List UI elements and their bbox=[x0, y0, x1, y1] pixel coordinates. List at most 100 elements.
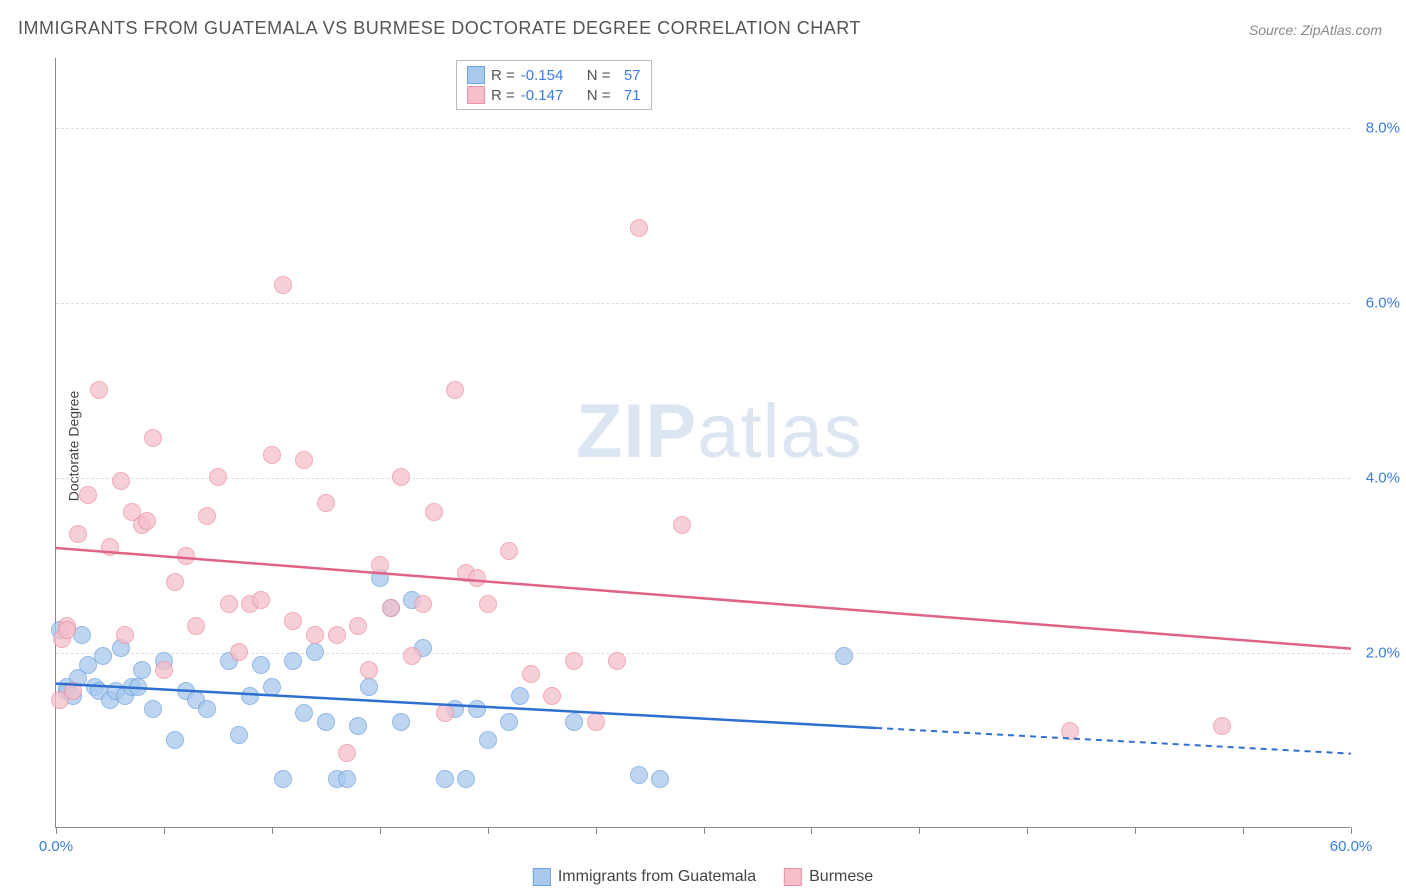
scatter-point bbox=[436, 704, 454, 722]
x-tick bbox=[704, 827, 705, 834]
legend-item: Immigrants from Guatemala bbox=[533, 868, 756, 886]
legend-bottom: Immigrants from GuatemalaBurmese bbox=[533, 868, 873, 886]
scatter-point bbox=[479, 731, 497, 749]
scatter-point bbox=[349, 617, 367, 635]
scatter-point bbox=[425, 503, 443, 521]
legend-swatch bbox=[467, 86, 485, 104]
scatter-point bbox=[252, 591, 270, 609]
x-tick bbox=[811, 827, 812, 834]
scatter-point bbox=[565, 713, 583, 731]
scatter-point bbox=[101, 538, 119, 556]
y-tick-label: 2.0% bbox=[1356, 645, 1400, 662]
scatter-point bbox=[295, 451, 313, 469]
scatter-point bbox=[274, 276, 292, 294]
scatter-point bbox=[209, 468, 227, 486]
scatter-point bbox=[457, 770, 475, 788]
x-tick bbox=[596, 827, 597, 834]
scatter-point bbox=[392, 468, 410, 486]
scatter-point bbox=[587, 713, 605, 731]
scatter-point bbox=[522, 665, 540, 683]
grid-line bbox=[56, 478, 1350, 479]
scatter-point bbox=[144, 429, 162, 447]
x-tick bbox=[1135, 827, 1136, 834]
scatter-point bbox=[177, 547, 195, 565]
scatter-point bbox=[69, 525, 87, 543]
y-tick-label: 6.0% bbox=[1356, 295, 1400, 312]
scatter-point bbox=[94, 647, 112, 665]
watermark-rest: atlas bbox=[697, 389, 863, 474]
legend-swatch bbox=[467, 66, 485, 84]
scatter-point bbox=[64, 682, 82, 700]
n-value: 57 bbox=[617, 67, 641, 84]
scatter-point bbox=[198, 700, 216, 718]
scatter-point bbox=[295, 704, 313, 722]
scatter-point bbox=[500, 542, 518, 560]
x-tick bbox=[164, 827, 165, 834]
r-value: -0.154 bbox=[521, 67, 573, 84]
scatter-point bbox=[144, 700, 162, 718]
scatter-point bbox=[673, 516, 691, 534]
scatter-point bbox=[317, 494, 335, 512]
scatter-point bbox=[230, 726, 248, 744]
scatter-point bbox=[328, 626, 346, 644]
x-tick bbox=[56, 827, 57, 834]
scatter-point bbox=[446, 381, 464, 399]
scatter-point bbox=[220, 595, 238, 613]
scatter-point bbox=[338, 770, 356, 788]
scatter-point bbox=[129, 678, 147, 696]
scatter-point bbox=[198, 507, 216, 525]
n-value: 71 bbox=[617, 87, 641, 104]
legend-swatch bbox=[533, 868, 551, 886]
x-tick bbox=[380, 827, 381, 834]
scatter-point bbox=[338, 744, 356, 762]
scatter-point bbox=[468, 700, 486, 718]
scatter-point bbox=[371, 556, 389, 574]
grid-line bbox=[56, 303, 1350, 304]
scatter-point bbox=[317, 713, 335, 731]
scatter-point bbox=[155, 661, 173, 679]
scatter-point bbox=[511, 687, 529, 705]
x-tick bbox=[1027, 827, 1028, 834]
scatter-point bbox=[112, 472, 130, 490]
scatter-point bbox=[500, 713, 518, 731]
scatter-point bbox=[543, 687, 561, 705]
n-label: N = bbox=[587, 67, 611, 84]
scatter-point bbox=[403, 647, 421, 665]
scatter-point bbox=[306, 643, 324, 661]
x-tick bbox=[272, 827, 273, 834]
y-tick-label: 4.0% bbox=[1356, 470, 1400, 487]
scatter-point bbox=[274, 770, 292, 788]
scatter-point bbox=[468, 569, 486, 587]
scatter-point bbox=[133, 661, 151, 679]
grid-line bbox=[56, 653, 1350, 654]
scatter-point bbox=[187, 617, 205, 635]
scatter-point bbox=[360, 678, 378, 696]
x-tick bbox=[1243, 827, 1244, 834]
watermark-bold: ZIP bbox=[576, 389, 697, 474]
r-label: R = bbox=[491, 87, 515, 104]
scatter-point bbox=[58, 621, 76, 639]
scatter-point bbox=[1213, 717, 1231, 735]
scatter-point bbox=[630, 219, 648, 237]
x-tick bbox=[919, 827, 920, 834]
x-tick bbox=[488, 827, 489, 834]
scatter-point bbox=[630, 766, 648, 784]
r-label: R = bbox=[491, 67, 515, 84]
scatter-point bbox=[565, 652, 583, 670]
plot-area: ZIPatlas 2.0%4.0%6.0%8.0%0.0%60.0%R =-0.… bbox=[55, 58, 1350, 828]
legend-row: R =-0.147N =71 bbox=[467, 85, 641, 105]
y-tick-label: 8.0% bbox=[1356, 120, 1400, 137]
scatter-point bbox=[263, 446, 281, 464]
scatter-point bbox=[166, 573, 184, 591]
source-label: Source: ZipAtlas.com bbox=[1249, 22, 1382, 38]
scatter-point bbox=[138, 512, 156, 530]
legend-row: R = -0.154 N = 57 bbox=[467, 65, 641, 85]
legend-label: Immigrants from Guatemala bbox=[558, 868, 756, 886]
legend-swatch bbox=[784, 868, 802, 886]
scatter-point bbox=[651, 770, 669, 788]
scatter-point bbox=[284, 612, 302, 630]
legend-correlation-box: R = -0.154 N = 57R =-0.147N =71 bbox=[456, 60, 652, 110]
x-tick-label: 60.0% bbox=[1330, 838, 1373, 855]
scatter-point bbox=[835, 647, 853, 665]
x-tick bbox=[1351, 827, 1352, 834]
